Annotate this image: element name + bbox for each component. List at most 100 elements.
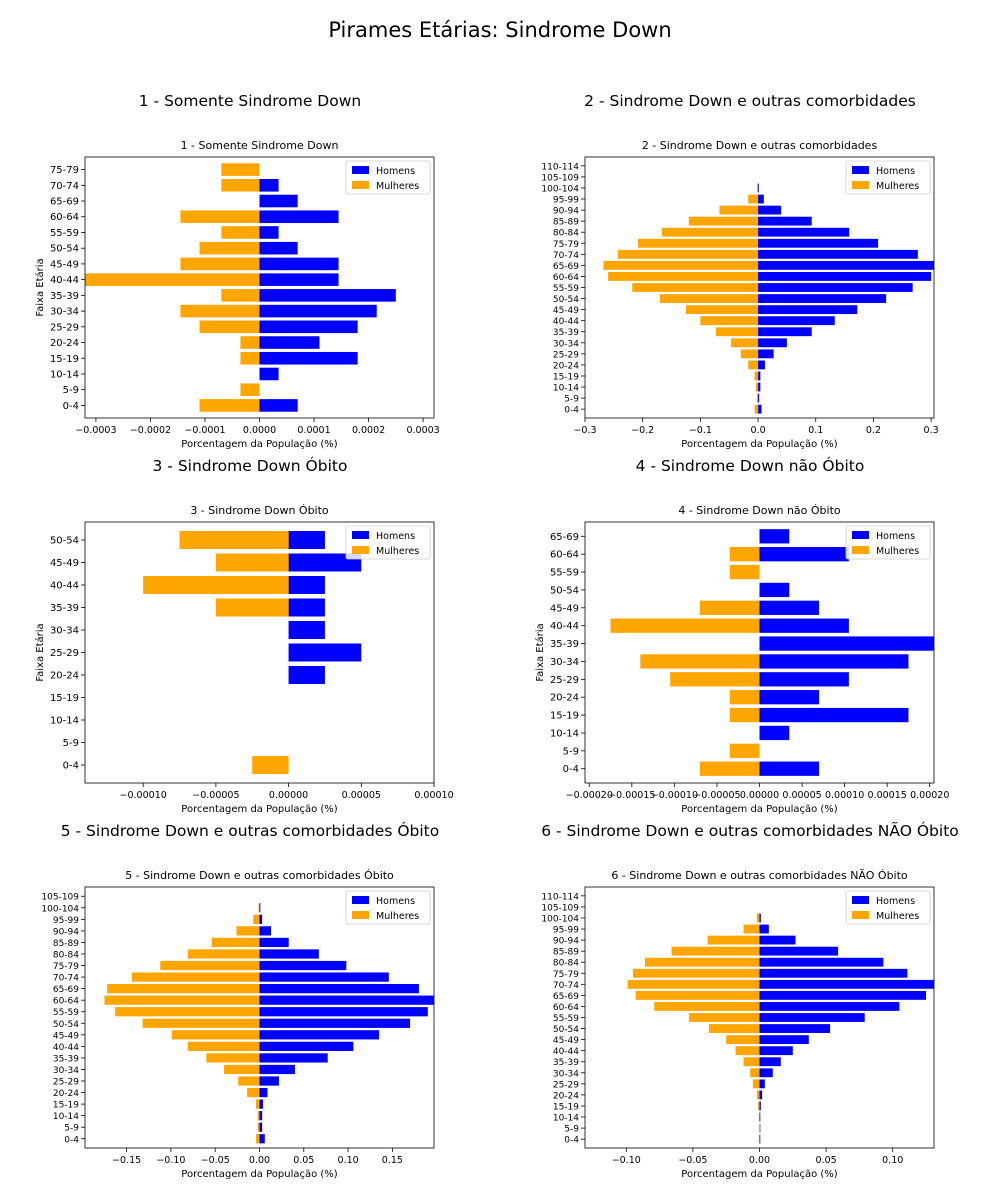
- y-tick-label: 65-69: [50, 197, 79, 208]
- chart-panel-3: 3 - Sindrome Down Óbito 3 - Sindrome Dow…: [0, 457, 500, 822]
- bar-homens-55-59: [758, 283, 913, 292]
- y-tick-label: 25-29: [553, 1080, 579, 1090]
- bar-mulheres-55-59: [221, 226, 260, 239]
- x-tick-label: −0.00015: [608, 790, 655, 801]
- x-tick-label: 0.0: [751, 425, 766, 436]
- bar-homens-50-54: [259, 1018, 411, 1028]
- bar-mulheres-35-39: [206, 1053, 260, 1063]
- bar-homens-50-54: [288, 531, 325, 549]
- y-tick-label: 30-34: [53, 1066, 79, 1076]
- y-tick-label: 15-19: [50, 693, 79, 704]
- legend-label-mulheres: Mulheres: [376, 911, 419, 922]
- legend-label-homens: Homens: [876, 531, 915, 542]
- population-pyramid-chart-2: 2 - Sindrome Down e outras comorbidades 0…: [541, 139, 938, 450]
- legend-swatch-mulheres: [852, 181, 869, 189]
- y-tick-label: 0-4: [564, 406, 579, 416]
- bar-mulheres-10-14: [758, 1112, 760, 1122]
- bar-homens-85-89: [759, 946, 839, 956]
- bar-homens-80-84: [259, 949, 319, 959]
- bar-mulheres-70-74: [617, 249, 759, 259]
- bar-mulheres-95-99: [253, 914, 260, 924]
- bar-mulheres-30-34: [640, 654, 760, 669]
- bar-mulheres-30-34: [224, 1064, 260, 1075]
- bar-mulheres-25-29: [740, 349, 759, 359]
- y-tick-label: 55-59: [553, 284, 579, 294]
- bar-mulheres-90-94: [707, 935, 760, 945]
- x-tick-label: 0.05: [293, 1155, 314, 1166]
- legend-label-mulheres: Mulheres: [376, 546, 419, 557]
- bar-mulheres-45-49: [699, 600, 760, 615]
- bar-homens-30-34: [759, 654, 909, 669]
- bar-mulheres-70-74: [221, 179, 260, 192]
- y-tick-label: 105-109: [541, 173, 579, 183]
- legend: Homens Mulheres: [845, 525, 931, 560]
- bar-homens-30-34: [259, 1064, 295, 1075]
- bar-homens-15-19: [259, 1099, 264, 1109]
- legend-swatch-homens: [852, 896, 869, 904]
- x-tick-label: −0.0003: [75, 425, 116, 436]
- x-tick-label: −0.1: [689, 425, 712, 436]
- y-tick-label: 75-79: [53, 962, 79, 972]
- bar-mulheres-15-19: [758, 1101, 760, 1111]
- y-tick-label: 10-14: [50, 716, 79, 727]
- bar-homens-25-29: [758, 349, 774, 359]
- y-tick-label: 75-79: [553, 240, 579, 250]
- bar-mulheres-55-59: [115, 1007, 260, 1017]
- bar-mulheres-10-14: [755, 382, 759, 392]
- bar-homens-50-54: [259, 241, 298, 255]
- y-tick-label: 40-44: [50, 581, 79, 592]
- bar-mulheres-50-54: [142, 1018, 260, 1028]
- y-tick-label: 10-14: [53, 1112, 79, 1122]
- y-tick-label: 15-19: [53, 1101, 79, 1111]
- y-tick-label: 25-29: [50, 648, 79, 659]
- bar-homens-30-34: [759, 1068, 773, 1078]
- bar-mulheres-50-54: [708, 1024, 760, 1033]
- x-tick-label: −0.10: [156, 1155, 185, 1166]
- x-tick-label: 0.1: [808, 425, 823, 436]
- bar-homens-25-29: [759, 1079, 765, 1089]
- y-tick-label: 55-59: [550, 568, 579, 579]
- x-tick-label: 0.15: [382, 1155, 403, 1166]
- y-tick-label: 85-89: [553, 218, 579, 228]
- bar-homens-20-24: [759, 690, 820, 705]
- x-axis-label: Porcentagem da População (%): [181, 804, 338, 815]
- y-tick-label: 5-9: [564, 1125, 579, 1135]
- y-tick-label: 45-49: [50, 558, 79, 569]
- bar-homens-90-94: [758, 205, 782, 215]
- bar-homens-30-34: [758, 338, 787, 348]
- bar-mulheres-40-44: [610, 618, 760, 633]
- bar-homens-60-64: [759, 547, 849, 562]
- bar-homens-35-39: [259, 289, 396, 302]
- x-tick-label: −0.2: [631, 425, 654, 436]
- bar-mulheres-35-39: [743, 1057, 760, 1067]
- y-tick-label: 70-74: [553, 981, 579, 991]
- bar-mulheres-65-69: [603, 260, 759, 270]
- x-tick-label: 0.10: [882, 1155, 903, 1166]
- bar-mulheres-85-89: [671, 946, 760, 956]
- y-tick-label: 10-14: [550, 728, 579, 739]
- bar-mulheres-40-44: [143, 576, 289, 594]
- bar-homens-40-44: [288, 576, 325, 594]
- bar-homens-95-99: [259, 914, 263, 924]
- bar-mulheres-85-89: [211, 937, 260, 948]
- bar-homens-25-29: [259, 1076, 279, 1086]
- x-tick-label: −0.0001: [184, 425, 225, 436]
- bar-homens-40-44: [759, 1046, 793, 1056]
- bar-mulheres-35-39: [215, 598, 289, 617]
- y-tick-label: 30-34: [553, 339, 579, 349]
- y-tick-label: 20-24: [550, 693, 579, 704]
- bar-homens-65-69: [759, 529, 790, 544]
- bar-mulheres-100-104: [756, 913, 760, 923]
- x-tick-label: −0.0002: [130, 425, 171, 436]
- y-tick-label: 60-64: [50, 212, 79, 223]
- y-tick-label: 50-54: [53, 1020, 79, 1030]
- y-tick-label: 95-99: [553, 196, 579, 206]
- bar-homens-30-34: [288, 621, 325, 639]
- bar-homens-45-49: [759, 1035, 809, 1045]
- y-tick-label: 10-14: [553, 1114, 579, 1124]
- bar-homens-100-104: [759, 913, 761, 923]
- y-tick-label: 40-44: [553, 317, 579, 327]
- figure-title: Pirames Etárias: Sindrome Down: [328, 18, 672, 42]
- y-axis-label: Faixa Etária: [534, 623, 546, 681]
- bar-homens-85-89: [259, 937, 289, 948]
